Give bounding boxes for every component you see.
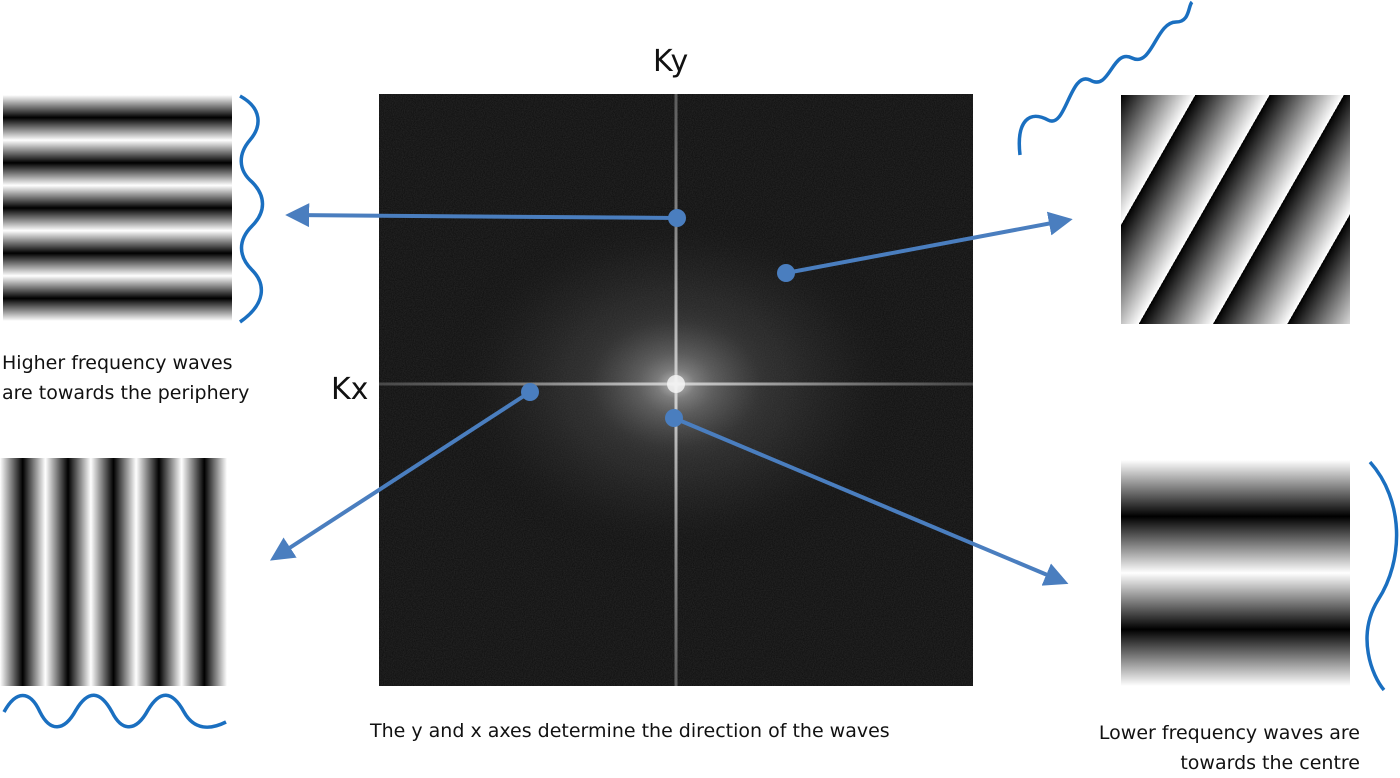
diagonal-grating bbox=[1121, 95, 1350, 324]
point-kx-axis bbox=[521, 383, 539, 401]
arrow-to-low-frequency-grating bbox=[673, 416, 1069, 586]
arrow-to-diagonal-grating bbox=[785, 211, 1073, 275]
higher-caption-line1: Higher frequency waves bbox=[2, 352, 233, 374]
horizontal-low-frequency-grating bbox=[1121, 460, 1350, 686]
axes-caption: The y and x axes determine the direction… bbox=[370, 720, 890, 742]
horizontal-wave-icon bbox=[2, 693, 227, 729]
horizontal-high-frequency-grating bbox=[3, 95, 232, 321]
low-frequency-wave-icon bbox=[1365, 460, 1399, 692]
fourier-spectrum bbox=[379, 94, 973, 686]
arrow-to-horizontal-grating bbox=[285, 203, 678, 228]
kx-label: Kx bbox=[331, 372, 369, 407]
higher-caption-line2: are towards the periphery bbox=[2, 382, 250, 404]
ky-label: Ky bbox=[653, 44, 689, 79]
lower-caption-line1: Lower frequency waves are bbox=[1098, 722, 1360, 744]
diagonal-wave-icon bbox=[1017, 0, 1194, 156]
higher-frequency-caption: Higher frequency waves are towards the p… bbox=[2, 348, 322, 408]
point-ky-axis bbox=[668, 209, 686, 227]
high-frequency-wave-icon bbox=[238, 94, 265, 324]
vertical-grating bbox=[0, 458, 227, 686]
point-diagonal bbox=[777, 264, 795, 282]
lower-caption-line2: towards the centre bbox=[1180, 752, 1360, 774]
lower-frequency-caption: Lower frequency waves are towards the ce… bbox=[1099, 718, 1360, 778]
arrow-to-vertical-grating bbox=[269, 390, 532, 561]
point-centre bbox=[665, 409, 683, 427]
